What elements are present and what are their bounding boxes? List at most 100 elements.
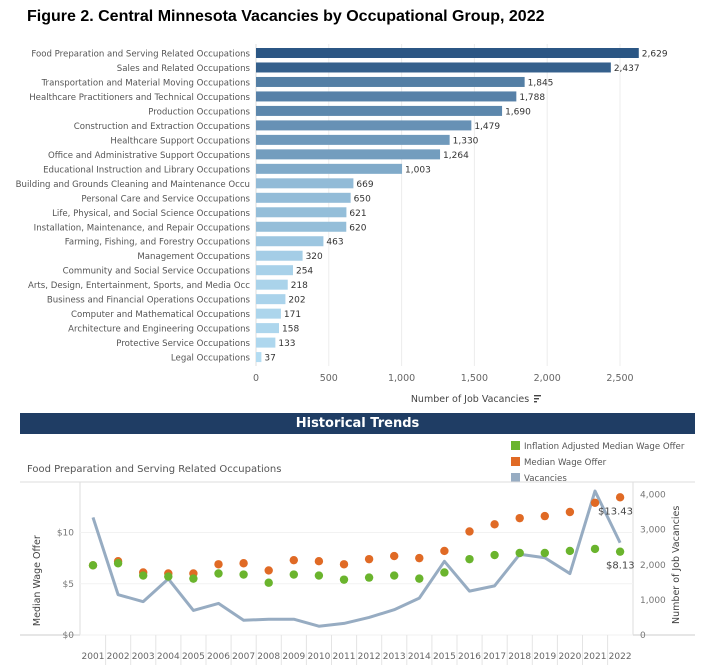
inflation-adjusted-wage-point [540,548,549,558]
x-tick-label: 2,500 [606,373,633,384]
inflation-adjusted-wage-point [490,550,499,560]
inflation-adjusted-wage-point [465,554,474,564]
annotation-median-2022: $13.43 [598,506,633,517]
bar [256,105,503,116]
right-tick-label: 1,000 [640,596,666,606]
inflation-adjusted-wage-point [364,573,374,582]
inflation-adjusted-wage-point [139,571,148,580]
bar [256,91,517,102]
legend-label: Median Wage Offer [524,458,607,468]
x-tick-label: 500 [320,373,338,384]
bar [256,163,403,174]
x-tick-label: 2020 [558,652,581,662]
x-tick-label: 1,500 [461,373,488,384]
median-wage-point [415,553,424,563]
bar [256,279,288,290]
inflation-adjusted-wage-point [164,572,173,581]
category-label: Business and Financial Operations Occupa… [47,296,251,306]
bar [256,76,525,87]
data-label: 133 [278,339,295,349]
right-axis-title: Number of Job Vacancies [671,506,682,624]
sort-icon-bar [534,395,541,397]
left-tick-label: $5 [63,580,74,590]
chart-subtitle: Food Preparation and Serving Related Occ… [27,464,281,475]
x-tick-label: 2010 [307,652,330,662]
category-label: Production Occupations [148,107,250,117]
category-label: Community and Social Service Occupations [63,267,251,277]
median-wage-point [540,511,549,521]
category-label: Protective Service Occupations [116,339,250,349]
x-tick-label: 2018 [508,652,531,662]
x-axis-title: Number of Job Vacancies [411,394,529,405]
x-tick-label: 2,000 [534,373,561,384]
sort-icon-bar [534,401,537,403]
x-tick-label: 2013 [383,652,406,662]
bar [256,207,347,218]
category-label: Architecture and Engineering Occupations [68,325,250,335]
median-wage-point [515,513,524,523]
data-label: 1,479 [474,122,500,132]
annotation-inflation-2022: $8.13 [606,561,635,572]
inflation-adjusted-wage-point [590,544,600,554]
x-tick-label: 0 [253,373,259,384]
x-tick-label: 2002 [107,652,130,662]
inflation-adjusted-wage-point [239,570,248,579]
data-label: 1,788 [519,93,545,103]
category-label: Food Preparation and Serving Related Occ… [31,50,250,60]
bar [256,294,286,305]
data-label: 1,845 [528,78,554,88]
bar [256,149,441,160]
data-label: 320 [306,252,323,262]
figure-title: Figure 2. Central Minnesota Vacancies by… [27,8,545,25]
x-tick-label: 1,000 [388,373,415,384]
x-tick-label: 2012 [358,652,381,662]
x-tick-label: 2004 [157,652,180,662]
bar [256,308,281,319]
median-wage-point [590,498,600,507]
median-wage-point [490,520,499,529]
bar [256,250,303,261]
x-tick-label: 2016 [458,652,481,662]
data-label: 158 [282,325,299,335]
category-label: Life, Physical, and Social Science Occup… [52,209,250,219]
median-wage-point [615,493,625,502]
bar [256,221,347,232]
median-wage-point [289,555,298,565]
data-label: 2,437 [614,64,640,74]
sort-icon-bar [534,398,539,400]
inflation-adjusted-wage-point [214,569,223,578]
median-wage-point [339,560,349,569]
category-label: Personal Care and Service Occupations [81,194,250,204]
category-label: Sales and Related Occupations [117,64,251,74]
legend-swatch [511,457,520,466]
median-wage-point [264,566,273,575]
x-tick-label: 2006 [207,652,230,662]
data-label: 202 [288,296,305,306]
x-tick-label: 2003 [132,652,155,662]
data-label: 1,330 [453,136,479,146]
inflation-adjusted-wage-point [390,571,399,580]
bar [256,236,324,247]
data-label: 254 [296,267,313,277]
median-wage-point [214,560,223,569]
data-label: 620 [349,223,366,233]
inflation-adjusted-wage-point [314,571,324,580]
legend-swatch [511,473,520,482]
right-tick-label: 4,000 [640,491,666,501]
left-axis-title: Median Wage Offer [32,535,43,626]
category-label: Installation, Maintenance, and Repair Oc… [34,223,251,233]
data-label: 171 [284,310,301,320]
right-tick-label: 2,000 [640,561,666,571]
data-label: 650 [354,194,371,204]
bar [256,62,611,73]
data-label: 218 [291,281,308,291]
category-label: Office and Administrative Support Occupa… [48,151,251,161]
inflation-adjusted-wage-point [264,578,273,587]
bar [256,337,276,348]
legend-label: Inflation Adjusted Median Wage Offer [524,442,685,452]
data-label: 1,690 [505,107,531,117]
inflation-adjusted-wage-point [189,574,198,583]
legend-label: Vacancies [524,474,567,484]
x-tick-label: 2007 [232,652,255,662]
inflation-adjusted-wage-point [289,570,298,579]
